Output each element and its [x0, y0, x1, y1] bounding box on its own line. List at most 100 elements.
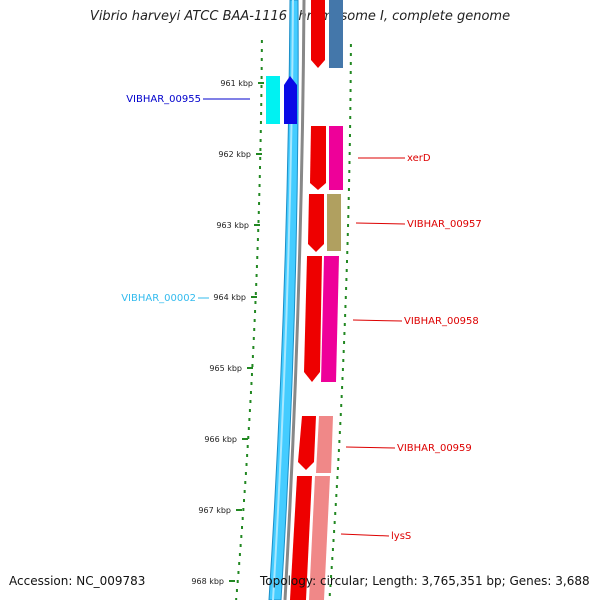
gc-dot — [250, 373, 253, 376]
gc-dot — [344, 314, 347, 317]
gc-dot — [249, 391, 252, 394]
gc-dot — [349, 98, 352, 101]
gc-dot — [331, 557, 334, 560]
gc-dot — [341, 368, 344, 371]
gc-dot — [259, 130, 262, 133]
gc-dot — [345, 260, 348, 263]
gc-dot — [258, 175, 261, 178]
gc-dot — [333, 521, 336, 524]
gc-dot — [256, 256, 259, 259]
gc-dot — [343, 323, 346, 326]
gc-dot — [260, 58, 263, 61]
gc-dot — [241, 517, 244, 520]
gc-dot — [251, 355, 254, 358]
gc-dot — [259, 139, 262, 142]
gc-dot — [345, 269, 348, 272]
gc-dot — [255, 283, 258, 286]
gc-dot — [238, 553, 241, 556]
gc-dot — [330, 566, 333, 569]
gc-dot — [260, 76, 263, 79]
gc-dot — [254, 301, 257, 304]
label-xerd: xerD — [407, 153, 431, 164]
gc-dot — [344, 305, 347, 308]
gc-dot — [334, 503, 337, 506]
gc-dot — [341, 386, 344, 389]
gc-dot — [343, 341, 346, 344]
gc-dot — [347, 188, 350, 191]
gc-dot — [345, 278, 348, 281]
gc-dot — [240, 535, 243, 538]
label-lyss: lysS — [391, 531, 411, 542]
gc-dot — [245, 463, 248, 466]
gc-dot — [348, 152, 351, 155]
gc-dot — [349, 116, 352, 119]
gc-dot — [260, 103, 263, 106]
gc-dot — [336, 476, 339, 479]
gc-dot — [259, 121, 262, 124]
genome-summary: Topology: circular; Length: 3,765,351 bp… — [260, 574, 590, 588]
gc-dot — [340, 395, 343, 398]
gc-dot — [257, 211, 260, 214]
gc-skew-dots-left — [235, 40, 263, 600]
gc-dot — [252, 337, 255, 340]
kbp-ticks: 961 kbp 962 kbp 963 kbp 964 kbp 965 kbp 966 k… — [191, 79, 264, 586]
gene-block-00958 — [321, 256, 339, 382]
kbp-tick-label: 966 kbp — [204, 435, 237, 444]
gc-dot — [254, 310, 257, 313]
gc-dot — [258, 202, 261, 205]
gc-dot — [349, 125, 352, 128]
gc-dot — [339, 422, 342, 425]
gc-dot — [338, 440, 341, 443]
gc-dot — [343, 332, 346, 335]
label-vibhar-00957: VIBHAR_00957 — [407, 219, 482, 230]
gc-dot — [349, 107, 352, 110]
gc-dot — [241, 526, 244, 529]
gc-dot — [347, 215, 350, 218]
gc-dot — [335, 485, 338, 488]
gc-dot — [348, 170, 351, 173]
page-title: Vibrio harveyi ATCC BAA-1116 chromosome … — [89, 9, 511, 24]
kbp-tick-label: 962 kbp — [218, 150, 251, 159]
gc-dot — [346, 233, 349, 236]
gc-dot — [342, 350, 345, 353]
leader-line-lyss — [340, 533, 390, 537]
gc-dot — [235, 598, 238, 600]
gc-dot — [260, 40, 263, 43]
gene-block-00957 — [327, 194, 341, 251]
kbp-tick-label: 965 kbp — [209, 364, 242, 373]
gc-dot — [346, 251, 349, 254]
gc-dot — [257, 229, 260, 232]
gc-dot — [348, 134, 351, 137]
gc-dot — [246, 454, 249, 457]
leader-line-00958 — [352, 319, 403, 322]
gc-dot — [260, 49, 263, 52]
gc-dot — [332, 539, 335, 542]
gene-arrow-blue — [284, 76, 297, 124]
gc-dot — [334, 512, 337, 515]
gc-dot — [254, 292, 257, 295]
kbp-tick-label: 967 kbp — [198, 506, 231, 515]
gc-dot — [349, 80, 352, 83]
gc-dot — [330, 575, 333, 578]
gc-dot — [248, 409, 251, 412]
gene-arrow-00957 — [308, 194, 324, 252]
gene-arrow-00959 — [298, 416, 316, 470]
gc-dot — [348, 161, 351, 164]
gc-dot — [247, 427, 250, 430]
gc-dot — [238, 562, 241, 565]
gc-dot — [348, 143, 351, 146]
gc-dot — [260, 85, 263, 88]
gc-dot — [349, 62, 352, 65]
gc-dot — [257, 220, 260, 223]
gc-dot — [259, 166, 262, 169]
gc-dot — [335, 494, 338, 497]
gc-dot — [253, 328, 256, 331]
gc-dot — [349, 89, 352, 92]
kbp-tick-label: 961 kbp — [220, 79, 253, 88]
gene-block-top-steel — [329, 0, 343, 68]
label-vibhar-00955: VIBHAR_00955 — [126, 94, 201, 105]
gc-dot — [336, 467, 339, 470]
gc-dot — [247, 436, 250, 439]
